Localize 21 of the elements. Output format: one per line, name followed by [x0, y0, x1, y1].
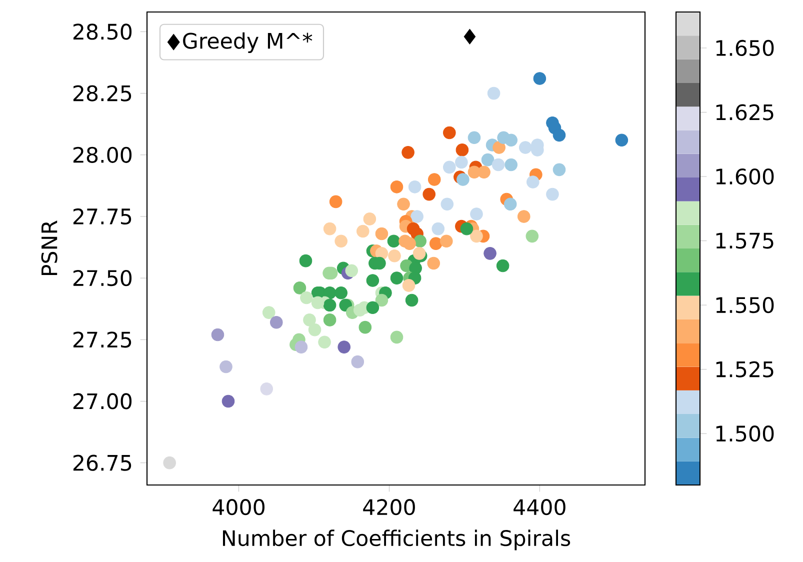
- y-tick-label: 28.25: [73, 85, 132, 102]
- legend-label: Greedy M^*: [183, 32, 312, 53]
- color-bar-label: 1.600: [716, 168, 774, 185]
- y-tick-label: 26.75: [73, 454, 132, 471]
- x-axis-title: Number of Coefficients in Spirals: [222, 530, 570, 550]
- y-tick-label: 27.50: [73, 270, 132, 286]
- color-bar-label: 1.525: [716, 361, 774, 378]
- color-bar-label: 1.650: [716, 40, 774, 56]
- y-tick-label: 27.75: [73, 208, 132, 225]
- y-axis-title: PSNR: [41, 220, 58, 276]
- color-bar-label: 1.550: [716, 296, 774, 314]
- y-tick-label: 28.00: [73, 146, 132, 163]
- y-tick-label: 27.25: [73, 332, 132, 348]
- y-tick-label: 27.00: [73, 393, 132, 410]
- color-bar-label: 1.575: [716, 232, 774, 249]
- x-tick-label: 4200: [363, 499, 415, 516]
- color-bar-label: 1.625: [716, 104, 774, 120]
- color-bar-label: 1.500: [716, 426, 774, 442]
- x-tick-label: 4000: [212, 499, 264, 516]
- y-tick-label: 28.50: [73, 24, 132, 40]
- x-tick-label: 4400: [514, 499, 566, 516]
